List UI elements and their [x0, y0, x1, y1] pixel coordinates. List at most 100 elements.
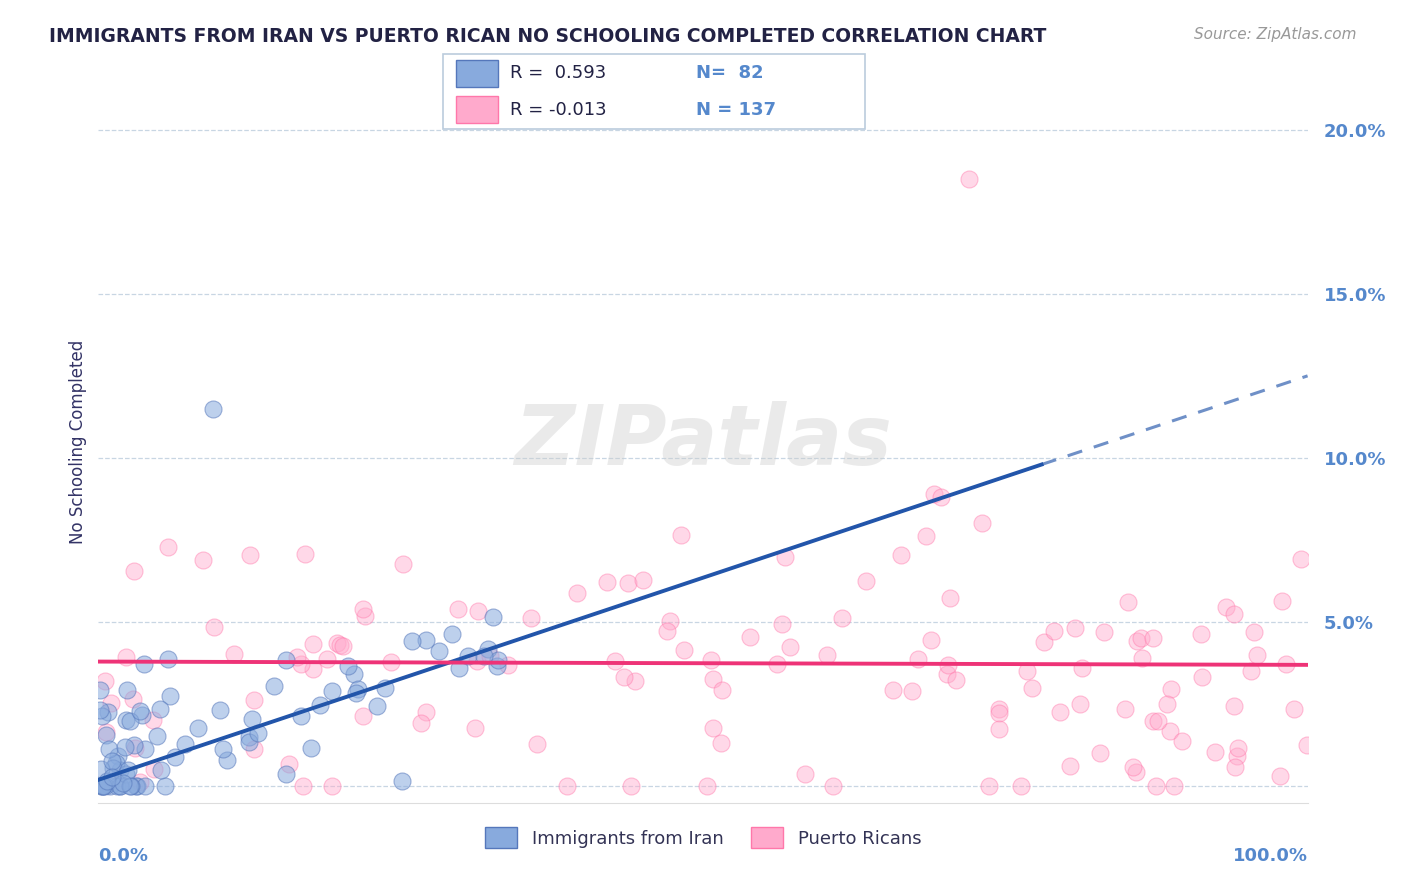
Point [920, 632, 942, 647]
Point [882, 682, 904, 697]
Point [1126, 633, 1149, 648]
Point [1271, 594, 1294, 608]
Point [159, 690, 181, 704]
Point [907, 652, 929, 666]
Point [329, 638, 352, 652]
Point [496, 657, 519, 672]
Point [201, 401, 224, 416]
Point [321, 780, 343, 794]
Point [1043, 624, 1066, 638]
Point [285, 650, 308, 665]
Point [939, 591, 962, 606]
Point [821, 780, 844, 794]
Point [700, 652, 723, 666]
Point [427, 644, 450, 658]
Point [738, 630, 761, 644]
Point [117, 763, 139, 777]
Point [401, 634, 423, 648]
Point [173, 737, 195, 751]
Point [1226, 748, 1249, 763]
Point [246, 725, 269, 739]
Point [526, 738, 548, 752]
Point [472, 649, 495, 664]
Point [146, 729, 169, 743]
Point [212, 742, 235, 756]
Text: ZIPatlas: ZIPatlas [515, 401, 891, 482]
Point [945, 673, 967, 687]
Point [98, 741, 121, 756]
Point [142, 762, 165, 776]
Point [380, 655, 402, 669]
Point [1142, 632, 1164, 646]
Point [1114, 702, 1136, 716]
Point [1171, 734, 1194, 748]
Point [274, 653, 297, 667]
Point [110, 780, 132, 794]
Point [1246, 648, 1268, 662]
Point [605, 654, 627, 668]
Point [90, 780, 112, 794]
Point [105, 780, 128, 794]
Point [1223, 760, 1246, 774]
Point [596, 574, 619, 589]
Point [1191, 670, 1213, 684]
Point [441, 627, 464, 641]
Point [122, 564, 145, 578]
Point [620, 780, 643, 794]
Point [1268, 769, 1291, 783]
Point [114, 714, 136, 728]
Point [134, 741, 156, 756]
Bar [456, 60, 498, 87]
Point [936, 657, 959, 672]
Point [239, 549, 262, 563]
Point [1064, 622, 1087, 636]
Point [243, 742, 266, 756]
Point [263, 679, 285, 693]
Point [1059, 758, 1081, 772]
Point [129, 704, 152, 718]
Point [299, 741, 322, 756]
Point [129, 774, 152, 789]
Point [659, 615, 682, 629]
Point [766, 657, 789, 671]
Text: IMMIGRANTS FROM IRAN VS PUERTO RICAN NO SCHOOLING COMPLETED CORRELATION CHART: IMMIGRANTS FROM IRAN VS PUERTO RICAN NO … [49, 27, 1046, 45]
Point [100, 696, 122, 710]
Point [336, 658, 359, 673]
Point [979, 780, 1001, 794]
Point [108, 780, 131, 794]
Point [1015, 665, 1038, 679]
Point [1125, 765, 1147, 780]
Point [142, 713, 165, 727]
Text: R =  0.593: R = 0.593 [510, 64, 606, 82]
Point [101, 754, 124, 768]
Point [1116, 595, 1139, 609]
Point [91, 708, 114, 723]
Point [1240, 664, 1263, 678]
Point [347, 681, 370, 696]
Point [89, 703, 111, 717]
Point [702, 673, 724, 687]
Point [770, 616, 793, 631]
Point [131, 708, 153, 723]
Point [294, 547, 316, 561]
Point [352, 709, 374, 723]
Point [157, 540, 180, 554]
Point [132, 657, 155, 672]
Point [1069, 698, 1091, 712]
Point [111, 776, 134, 790]
Text: R = -0.013: R = -0.013 [510, 101, 607, 119]
Point [1122, 760, 1144, 774]
Point [1275, 657, 1298, 671]
Point [467, 604, 489, 618]
Point [163, 750, 186, 764]
Point [936, 666, 959, 681]
Point [447, 661, 470, 675]
Point [855, 574, 877, 589]
Point [957, 171, 980, 186]
Text: Source: ZipAtlas.com: Source: ZipAtlas.com [1194, 27, 1357, 42]
Point [1142, 714, 1164, 728]
Point [321, 683, 343, 698]
Point [149, 702, 172, 716]
Point [1130, 650, 1153, 665]
Point [467, 654, 489, 668]
